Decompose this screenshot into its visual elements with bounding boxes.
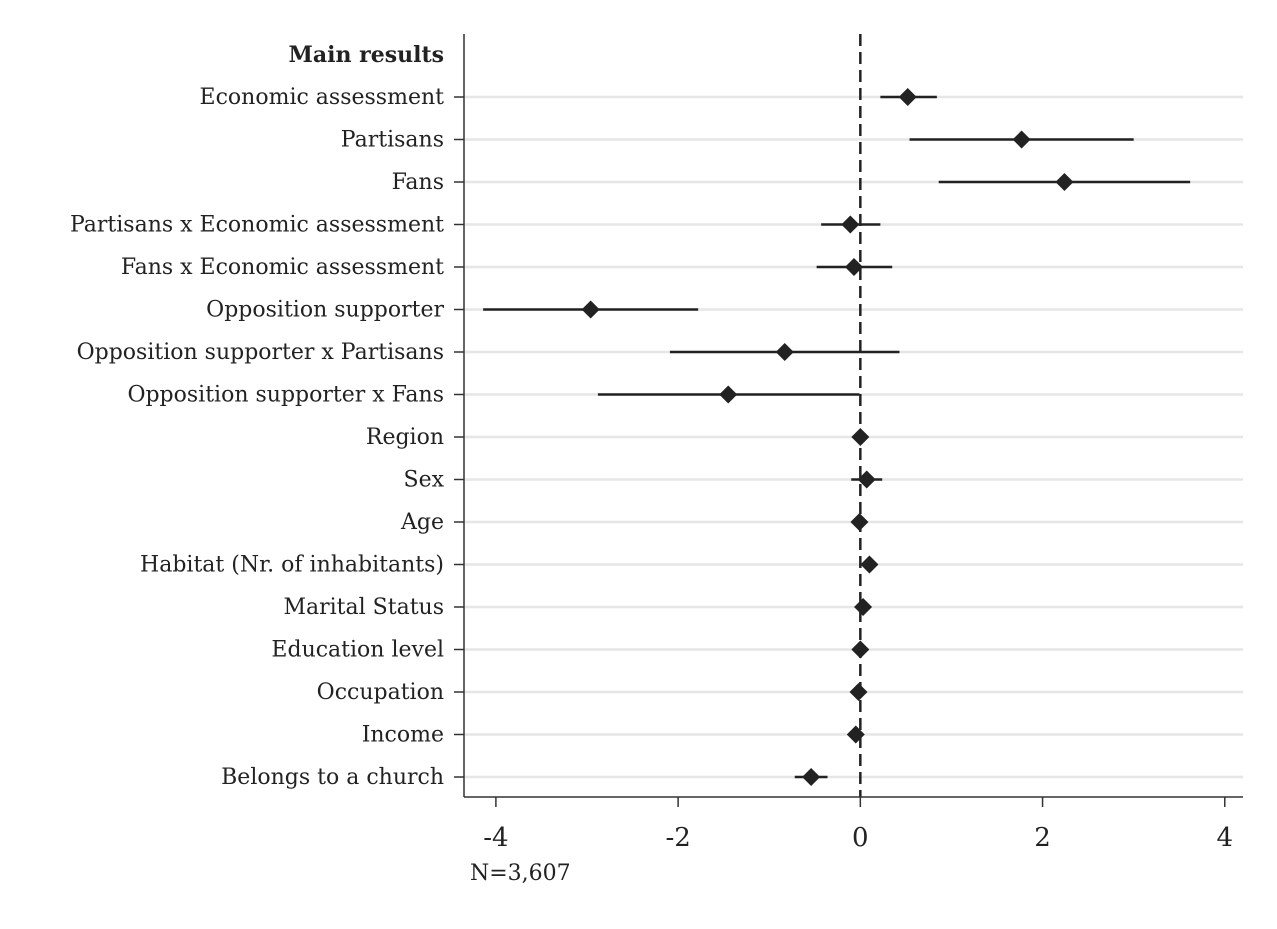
point-estimate-marker [860,555,879,574]
x-tick-label: 0 [852,823,869,853]
point-estimate-marker [719,385,738,404]
point-estimate-marker [846,725,865,744]
point-estimate-marker [851,640,870,659]
point-estimate-marker [898,88,917,106]
row-label: Partisans x Economic assessment [70,213,444,238]
point-estimates [581,88,1074,786]
point-estimate-marker [1012,130,1031,149]
x-tick-label: 2 [1034,823,1051,853]
x-tick-label: -2 [665,823,690,853]
point-estimate-marker [841,215,860,234]
row-labels: Main results Economic assessment Partisan… [70,42,445,790]
point-estimate-marker [844,258,863,276]
sample-size-note: N=3,607 [470,861,571,886]
point-estimate-marker [581,300,600,319]
row-label: Education level [271,638,444,663]
point-estimate-marker [851,428,870,446]
row-label: Belongs to a church [221,765,444,790]
row-label: Fans x Economic assessment [121,255,444,280]
point-estimate-marker [849,683,868,701]
x-tick-label: 4 [1217,823,1234,853]
row-label: Region [366,425,444,450]
row-label: Age [400,510,444,535]
point-estimate-marker [802,768,821,786]
row-label: Marital Status [283,595,444,620]
point-estimate-marker [850,513,869,531]
row-label: Sex [404,468,445,493]
point-estimate-marker [857,470,876,489]
row-label: Habitat (Nr. of inhabitants) [140,553,444,578]
row-label: Fans [392,170,444,195]
point-estimate-marker [775,343,794,361]
row-label: Partisans [341,128,444,153]
row-label: Opposition supporter x Fans [127,383,444,408]
point-estimate-marker [1055,173,1074,191]
row-label: Occupation [317,680,444,705]
row-label: Income [362,723,444,748]
x-axis-ticks: -4 -2 0 2 4 [483,797,1233,853]
axes [454,34,1243,798]
row-label: Opposition supporter x Partisans [77,340,444,365]
header-label: Main results [289,42,445,68]
point-estimate-marker [854,598,873,616]
x-tick-label: -4 [483,823,508,853]
row-label: Opposition supporter [206,298,444,323]
row-label: Economic assessment [200,85,445,110]
